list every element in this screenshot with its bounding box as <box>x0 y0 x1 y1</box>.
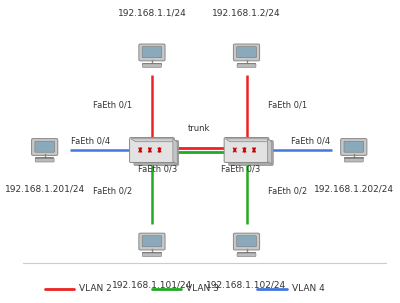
FancyBboxPatch shape <box>35 158 54 162</box>
Text: FaEth 0/3: FaEth 0/3 <box>221 165 260 173</box>
FancyBboxPatch shape <box>344 141 364 152</box>
FancyBboxPatch shape <box>228 141 273 165</box>
Text: FaEth 0/3: FaEth 0/3 <box>138 165 178 173</box>
Text: 192.168.1.102/24: 192.168.1.102/24 <box>206 281 286 290</box>
FancyBboxPatch shape <box>341 138 367 155</box>
Polygon shape <box>131 139 177 142</box>
Text: 192.168.1.202/24: 192.168.1.202/24 <box>314 185 394 194</box>
Text: 192.168.1.101/24: 192.168.1.101/24 <box>112 281 192 290</box>
Text: VLAN 2: VLAN 2 <box>79 284 112 293</box>
Polygon shape <box>173 139 177 164</box>
FancyBboxPatch shape <box>142 253 162 257</box>
FancyBboxPatch shape <box>32 138 58 155</box>
FancyBboxPatch shape <box>130 138 174 162</box>
Text: trunk: trunk <box>188 125 210 134</box>
Text: VLAN 4: VLAN 4 <box>292 284 325 293</box>
FancyBboxPatch shape <box>237 64 256 68</box>
FancyBboxPatch shape <box>234 44 260 61</box>
FancyBboxPatch shape <box>142 47 162 58</box>
Text: FaEth 0/2: FaEth 0/2 <box>268 186 308 195</box>
Text: 192.168.1.2/24: 192.168.1.2/24 <box>212 9 281 18</box>
FancyBboxPatch shape <box>134 141 179 165</box>
Text: FaEth 0/1: FaEth 0/1 <box>93 101 132 109</box>
FancyBboxPatch shape <box>237 253 256 257</box>
FancyBboxPatch shape <box>139 233 165 250</box>
FancyBboxPatch shape <box>142 64 162 68</box>
FancyBboxPatch shape <box>344 158 363 162</box>
Text: FaEth 0/2: FaEth 0/2 <box>93 186 132 195</box>
FancyBboxPatch shape <box>237 236 256 247</box>
FancyBboxPatch shape <box>234 233 260 250</box>
Polygon shape <box>226 139 272 142</box>
Text: FaEth 0/4: FaEth 0/4 <box>290 136 330 145</box>
FancyBboxPatch shape <box>237 47 256 58</box>
Text: 192.168.1.1/24: 192.168.1.1/24 <box>118 9 186 18</box>
Text: FaEth 0/4: FaEth 0/4 <box>70 136 110 145</box>
FancyBboxPatch shape <box>35 141 54 152</box>
Text: VLAN 3: VLAN 3 <box>186 284 219 293</box>
FancyBboxPatch shape <box>142 236 162 247</box>
Text: 192.168.1.201/24: 192.168.1.201/24 <box>5 185 85 194</box>
Text: FaEth 0/1: FaEth 0/1 <box>268 101 308 109</box>
Polygon shape <box>268 139 272 164</box>
FancyBboxPatch shape <box>139 44 165 61</box>
FancyBboxPatch shape <box>224 138 269 162</box>
